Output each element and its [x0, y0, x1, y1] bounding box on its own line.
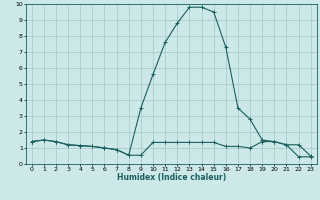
X-axis label: Humidex (Indice chaleur): Humidex (Indice chaleur) [116, 173, 226, 182]
